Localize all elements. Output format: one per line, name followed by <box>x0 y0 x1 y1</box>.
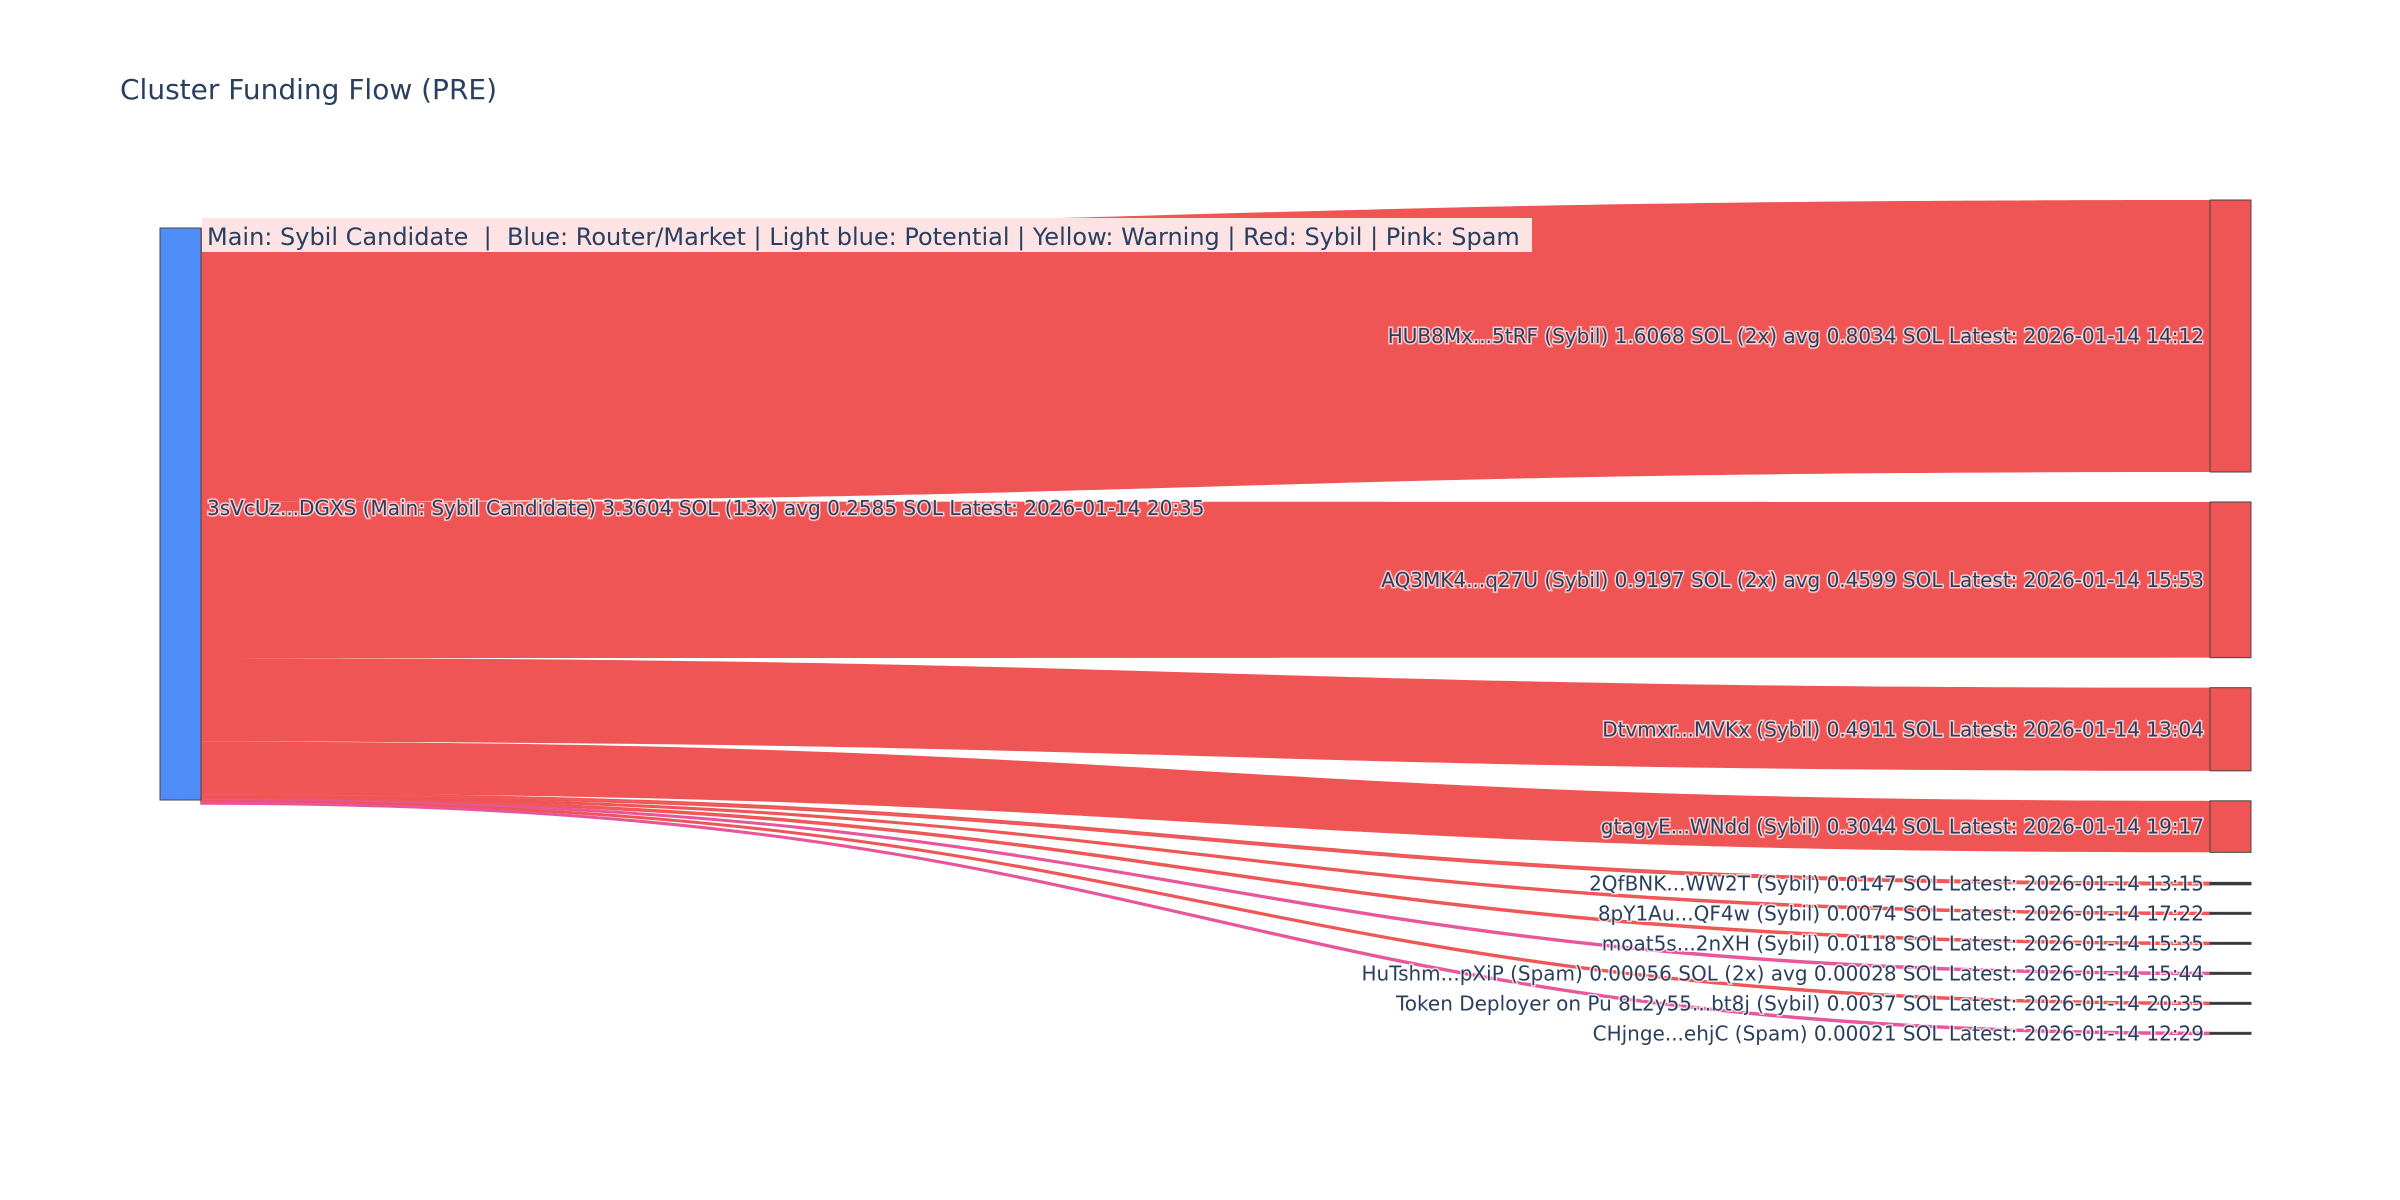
flow-link[interactable] <box>201 501 2210 659</box>
target-node[interactable] <box>2209 971 2252 975</box>
target-node-label: 2QfBNK...WW2T (Sybil) 0.0147 SOL Latest:… <box>1589 872 2204 896</box>
legend-annotation: Main: Sybil Candidate | Blue: Router/Mar… <box>202 218 1532 252</box>
labels-layer: HUB8Mx...5tRF (Sybil) 1.6068 SOL (2x) av… <box>206 323 2206 1047</box>
target-node[interactable] <box>2209 1031 2252 1035</box>
target-node-label: gtagyE...WNdd (Sybil) 0.3044 SOL Latest:… <box>1601 815 2204 839</box>
target-node[interactable] <box>2209 501 2252 659</box>
flow-link[interactable] <box>201 741 2210 853</box>
target-node-label: moat5s...2nXH (Sybil) 0.0118 SOL Latest:… <box>1602 931 2204 955</box>
target-node-label: AQ3MK4...q27U (Sybil) 0.9197 SOL (2x) av… <box>1381 568 2204 592</box>
target-node-label: CHjnge...ehjC (Spam) 0.00021 SOL Latest:… <box>1593 1021 2204 1045</box>
links-layer <box>200 200 2211 1036</box>
target-node[interactable] <box>2209 800 2252 853</box>
source-node[interactable] <box>159 227 202 801</box>
chart-title: Cluster Funding Flow (PRE) <box>120 73 497 106</box>
nodes-layer <box>159 199 2252 1035</box>
flow-link[interactable] <box>201 658 2210 771</box>
target-node-label: HUB8Mx...5tRF (Sybil) 1.6068 SOL (2x) av… <box>1388 324 2204 348</box>
target-node-label: Dtvmxr...MVKx (Sybil) 0.4911 SOL Latest:… <box>1602 717 2204 741</box>
target-node[interactable] <box>2209 199 2252 473</box>
target-node-label: HuTshm...pXiP (Spam) 0.00056 SOL (2x) av… <box>1361 961 2204 985</box>
target-node[interactable] <box>2209 1001 2252 1005</box>
target-node[interactable] <box>2209 941 2252 945</box>
target-node[interactable] <box>2209 687 2252 772</box>
target-node-label: Token Deployer on Pu 8L2y55...bt8j (Sybi… <box>1395 991 2204 1015</box>
legend-text: Main: Sybil Candidate | Blue: Router/Mar… <box>207 223 1520 251</box>
flow-link[interactable] <box>201 200 2210 502</box>
legend-background <box>202 218 1532 252</box>
target-node[interactable] <box>2209 911 2252 915</box>
target-node-label: 8pY1Au...QF4w (Sybil) 0.0074 SOL Latest:… <box>1598 901 2204 925</box>
target-node[interactable] <box>2209 881 2252 886</box>
source-node-label: 3sVcUz...DGXS (Main: Sybil Candidate) 3.… <box>207 496 1205 520</box>
